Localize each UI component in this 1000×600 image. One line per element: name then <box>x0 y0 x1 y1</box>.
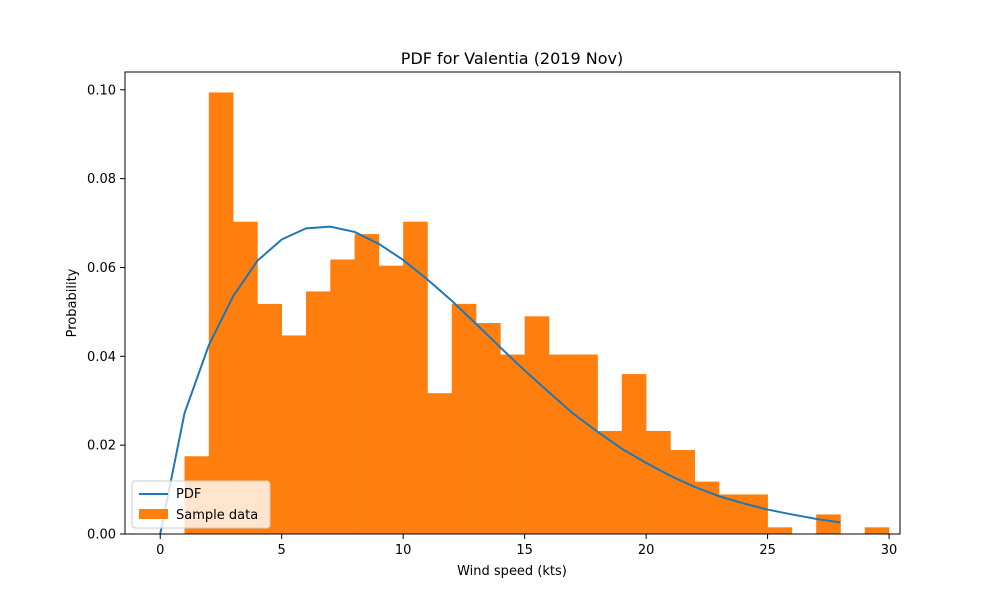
plot-area-frame <box>124 71 901 535</box>
x-tick-label: 15 <box>516 543 533 558</box>
x-axis-title: Wind speed (kts) <box>457 564 567 579</box>
y-tick-label: 0.08 <box>87 172 116 187</box>
x-tick-label: 30 <box>881 543 898 558</box>
y-axis-title: Probability <box>65 268 80 337</box>
y-tick-label: 0.02 <box>87 439 116 454</box>
histogram-bar <box>306 291 331 534</box>
histogram-bar <box>597 430 623 534</box>
histogram-bar <box>281 335 307 534</box>
histogram-bar <box>330 259 355 534</box>
histogram-bar <box>548 354 574 534</box>
x-tick-label: 0 <box>156 543 164 558</box>
histogram-bar <box>694 481 720 534</box>
histogram-bar <box>378 265 404 534</box>
chart-title: PDF for Valentia (2019 Nov) <box>401 49 623 68</box>
legend-sample-label: Sample data <box>176 508 258 523</box>
histogram-bar <box>427 393 453 534</box>
x-tick-label: 10 <box>395 543 412 558</box>
histogram-bar <box>767 527 793 534</box>
histogram-bar <box>670 450 696 534</box>
y-tick-label: 0.10 <box>87 83 116 98</box>
y-tick-label: 0.06 <box>87 261 116 276</box>
histogram-bar <box>524 316 550 534</box>
y-tick-label: 0.00 <box>87 528 116 543</box>
histogram-bar <box>743 494 768 534</box>
histogram-bar <box>646 430 671 534</box>
histogram-bar <box>208 92 234 535</box>
histogram-bars <box>184 92 890 535</box>
x-axis-ticks: 0 5 10 15 20 25 30 <box>156 534 897 558</box>
x-tick-label: 5 <box>278 543 286 558</box>
histogram-bar <box>816 514 841 534</box>
histogram-bar <box>500 354 525 534</box>
x-tick-label: 20 <box>638 543 655 558</box>
y-tick-label: 0.04 <box>87 350 116 365</box>
histogram-bar <box>719 494 744 534</box>
histogram-bar <box>864 527 890 534</box>
histogram-bar <box>621 374 647 534</box>
legend-sample-swatch <box>139 509 168 519</box>
histogram-bar <box>476 322 501 534</box>
pdf-line-group <box>159 225 841 535</box>
histogram-bar <box>573 354 598 534</box>
x-tick-label: 25 <box>759 543 776 558</box>
y-axis-ticks: 0.00 0.02 0.04 0.06 0.08 0.10 <box>87 83 125 543</box>
histogram-bar <box>403 221 428 534</box>
pdf-line <box>159 225 841 535</box>
legend: PDF Sample data <box>131 480 271 529</box>
histogram-bar <box>354 234 380 534</box>
histogram-bar <box>451 303 477 534</box>
legend-pdf-label: PDF <box>176 487 201 502</box>
